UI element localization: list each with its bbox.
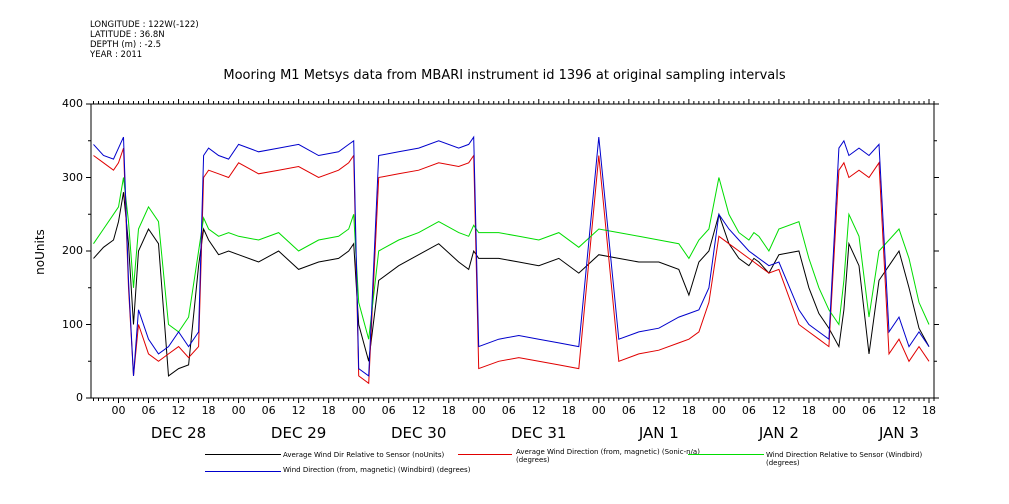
x-tick-label: 18 (561, 404, 576, 417)
y-tick-label: 100 (62, 317, 83, 331)
x-tick-label: 18 (321, 404, 336, 417)
y-tick-label: 300 (62, 170, 83, 184)
x-tick-label: 12 (531, 404, 546, 417)
series-line-0 (93, 192, 930, 377)
legend-label-1: Average Wind Direction (from, magnetic) … (516, 448, 700, 464)
x-tick-label: 12 (891, 404, 906, 417)
x-tick-label: 06 (381, 404, 396, 417)
x-tick-label: 00 (231, 404, 246, 417)
x-tick-label: 12 (171, 404, 186, 417)
legend-swatch-1 (458, 454, 512, 455)
legend-label-0: Average Wind Dir Relative to Sensor (noU… (283, 451, 445, 459)
legend-swatch-3 (205, 471, 281, 472)
meta-depth: DEPTH (m) : -2.5 (90, 40, 162, 50)
day-label: JAN 2 (758, 424, 799, 442)
meta-latitude: LATITUDE : 36.8N (90, 30, 165, 40)
day-label: DEC 30 (391, 424, 447, 442)
y-tick-label: 0 (76, 391, 83, 404)
x-tick-label: 06 (501, 404, 516, 417)
x-tick-label: 00 (591, 404, 606, 417)
y-tick-label: 400 (62, 97, 83, 110)
meta-year: YEAR : 2011 (90, 50, 143, 60)
x-tick-label: 12 (651, 404, 666, 417)
x-tick-label: 00 (351, 404, 366, 417)
plot-frame (90, 103, 935, 399)
x-tick-label: 18 (801, 404, 816, 417)
metadata-block: LONGITUDE : 122W(-122) LATITUDE : 36.8N … (90, 20, 199, 60)
x-tick-label: 12 (291, 404, 306, 417)
legend-label-3: Wind Direction (from, magnetic) (Windbir… (283, 466, 471, 474)
day-label: DEC 29 (270, 424, 327, 442)
meta-longitude: LONGITUDE : 122W(-122) (90, 20, 199, 30)
x-tick-label: 00 (471, 404, 486, 417)
series-line-3 (93, 135, 930, 377)
x-tick-label: 06 (261, 404, 276, 417)
day-label: DEC 28 (150, 424, 207, 442)
series-line-1 (93, 147, 930, 385)
x-tick-label: 06 (141, 404, 156, 417)
legend-label-2: Wind Direction Relative to Sensor (Windb… (766, 451, 923, 467)
x-tick-label: 12 (411, 404, 426, 417)
x-tick-label: 18 (921, 404, 936, 417)
legend-swatch-2 (688, 454, 764, 455)
x-tick-label: 06 (861, 404, 876, 417)
day-label: DEC 31 (511, 424, 567, 442)
x-tick-label: 00 (711, 404, 726, 417)
x-tick-label: 18 (441, 404, 456, 417)
series-line-2 (93, 177, 930, 340)
x-tick-label: 00 (831, 404, 846, 417)
chart-title: Mooring M1 Metsys data from MBARI instru… (223, 68, 786, 83)
legend-swatch-0 (205, 454, 281, 455)
x-tick-label: 00 (111, 404, 126, 417)
day-label: JAN 3 (878, 424, 919, 442)
y-tick-label: 200 (62, 244, 83, 257)
x-tick-label: 12 (771, 404, 786, 417)
day-label: JAN 1 (638, 424, 679, 442)
x-tick-label: 06 (741, 404, 756, 417)
x-tick-label: 18 (681, 404, 696, 417)
x-tick-label: 18 (201, 404, 216, 417)
x-tick-label: 06 (621, 404, 636, 417)
